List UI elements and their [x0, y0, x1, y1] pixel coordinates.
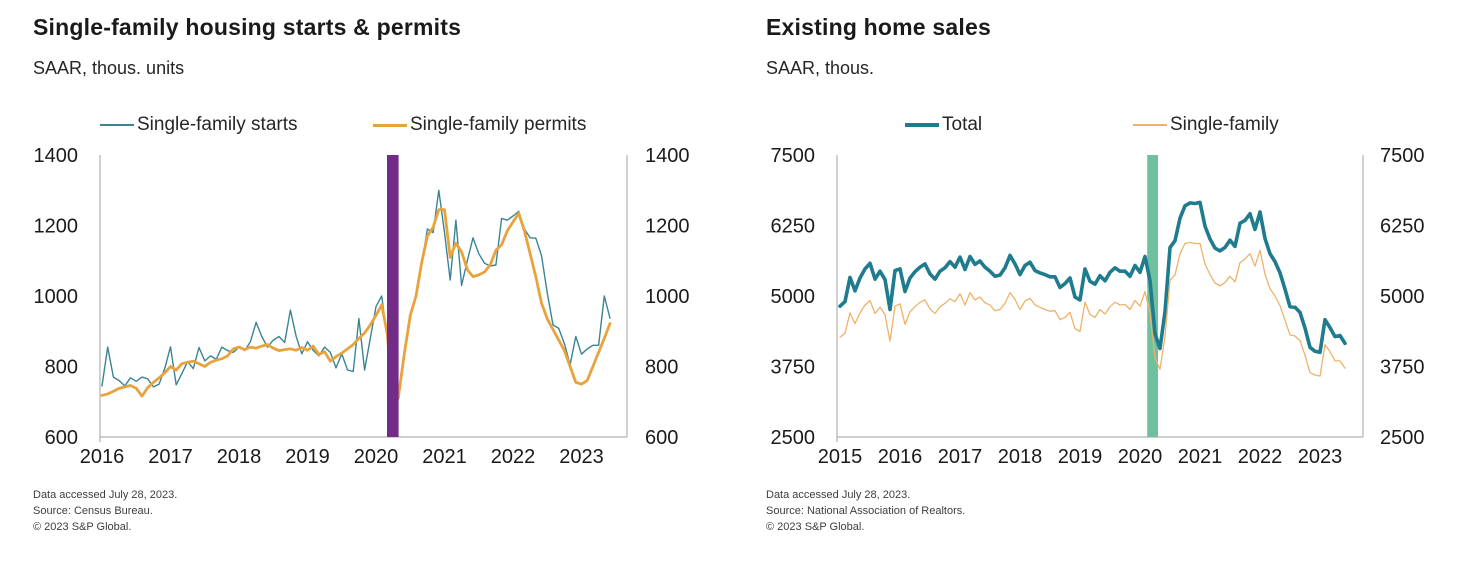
- legend-swatch-single-family-permits: [373, 123, 407, 127]
- footnote-source: Source: National Association of Realtors…: [766, 505, 966, 517]
- x-tick-label: 2017: [938, 446, 983, 468]
- legend-label-single-family-permits: Single-family permits: [410, 114, 587, 135]
- y-tick-label-right: 3750: [1380, 357, 1425, 379]
- footnotes-existing-home-sales: Data accessed July 28, 2023. Source: Nat…: [766, 487, 965, 535]
- x-tick-label: 2016: [80, 446, 125, 468]
- chart-subtitle-starts-permits: SAAR, thous. units: [33, 58, 185, 78]
- y-tick-label-right: 6250: [1380, 216, 1425, 238]
- x-tick-label: 2017: [148, 446, 193, 468]
- panel-housing-starts-permits: Single-family housing starts & permits S…: [0, 0, 733, 566]
- x-tick-label: 2021: [1178, 446, 1223, 468]
- legend-swatch-single-family-starts: [100, 124, 134, 126]
- x-tick-label: 2022: [1238, 446, 1283, 468]
- x-tick-label: 2019: [285, 446, 330, 468]
- chart-title-existing-home-sales: Existing home sales: [766, 14, 991, 40]
- x-tick-label: 2015: [818, 446, 863, 468]
- x-tick-label: 2020: [1118, 446, 1163, 468]
- panel-existing-home-sales: Existing home sales SAAR, thous. Total S…: [733, 0, 1470, 566]
- legend-item-single-family: Single-family: [1133, 112, 1279, 138]
- x-tick-label: 2019: [1058, 446, 1103, 468]
- y-tick-label-left: 2500: [771, 427, 816, 449]
- line-chart-starts-permits: 600 600 800 800 1000 1000 1200 1200 1400 1400 2016…: [34, 145, 690, 468]
- series-line-single-family-starts: [101, 189, 611, 411]
- y-tick-label-right: 1000: [645, 286, 690, 308]
- y-tick-label-left: 3750: [771, 357, 816, 379]
- footnote-source: Source: Census Bureau.: [33, 505, 153, 517]
- footnote-copyright: © 2023 S&P Global.: [766, 521, 865, 533]
- y-tick-label-left: 1200: [34, 216, 79, 238]
- x-tick-label: 2021: [422, 446, 467, 468]
- line-chart-existing-home-sales: 2500 2500 3750 3750 5000 5000 6250 6250 7500 7500…: [771, 145, 1425, 468]
- y-tick-label-right: 7500: [1380, 145, 1425, 167]
- legend-item-total: Total: [905, 112, 982, 138]
- series-line-single-family-permits: [100, 208, 612, 416]
- footnote-data-accessed: Data accessed July 28, 2023.: [33, 489, 178, 501]
- y-tick-label-right: 2500: [1380, 427, 1425, 449]
- x-tick-label: 2023: [1298, 446, 1343, 468]
- chart-title-starts-permits: Single-family housing starts & permits: [33, 14, 462, 40]
- legend-label-single-family-starts: Single-family starts: [137, 114, 298, 135]
- x-tick-label: 2023: [559, 446, 604, 468]
- footnote-copyright: © 2023 S&P Global.: [33, 521, 132, 533]
- y-tick-label-right: 5000: [1380, 286, 1425, 308]
- recession-band: [387, 155, 399, 437]
- x-tick-label: 2020: [354, 446, 399, 468]
- legend-item-single-family-starts: Single-family starts: [100, 112, 298, 138]
- y-tick-label-left: 1400: [34, 145, 79, 167]
- y-tick-label-right: 1200: [645, 216, 690, 238]
- legend-swatch-single-family: [1133, 124, 1167, 126]
- x-tick-label: 2016: [878, 446, 923, 468]
- series-line-total: [838, 200, 1347, 355]
- y-tick-label-right: 800: [645, 357, 678, 379]
- footnotes-starts-permits: Data accessed July 28, 2023. Source: Cen…: [33, 487, 177, 535]
- y-tick-label-left: 800: [45, 357, 78, 379]
- legend-existing-home-sales: Total Single-family: [733, 112, 1470, 138]
- y-tick-label-left: 1000: [34, 286, 79, 308]
- y-tick-label-left: 6250: [771, 216, 816, 238]
- legend-item-single-family-permits: Single-family permits: [373, 112, 586, 138]
- y-tick-label-right: 600: [645, 427, 678, 449]
- legend-label-single-family: Single-family: [1170, 114, 1279, 135]
- y-tick-label-left: 7500: [771, 145, 816, 167]
- x-tick-label: 2018: [998, 446, 1043, 468]
- y-tick-label-left: 600: [45, 427, 78, 449]
- series-line-single-family: [839, 241, 1346, 377]
- legend-swatch-total: [905, 123, 939, 127]
- y-tick-label-right: 1400: [645, 145, 690, 167]
- footnote-data-accessed: Data accessed July 28, 2023.: [766, 489, 911, 501]
- chart-subtitle-existing-home-sales: SAAR, thous.: [766, 58, 875, 78]
- legend-starts-permits: Single-family starts Single-family permi…: [0, 112, 733, 138]
- y-tick-label-left: 5000: [771, 286, 816, 308]
- x-tick-label: 2022: [491, 446, 536, 468]
- x-tick-label: 2018: [217, 446, 262, 468]
- legend-label-total: Total: [942, 114, 983, 135]
